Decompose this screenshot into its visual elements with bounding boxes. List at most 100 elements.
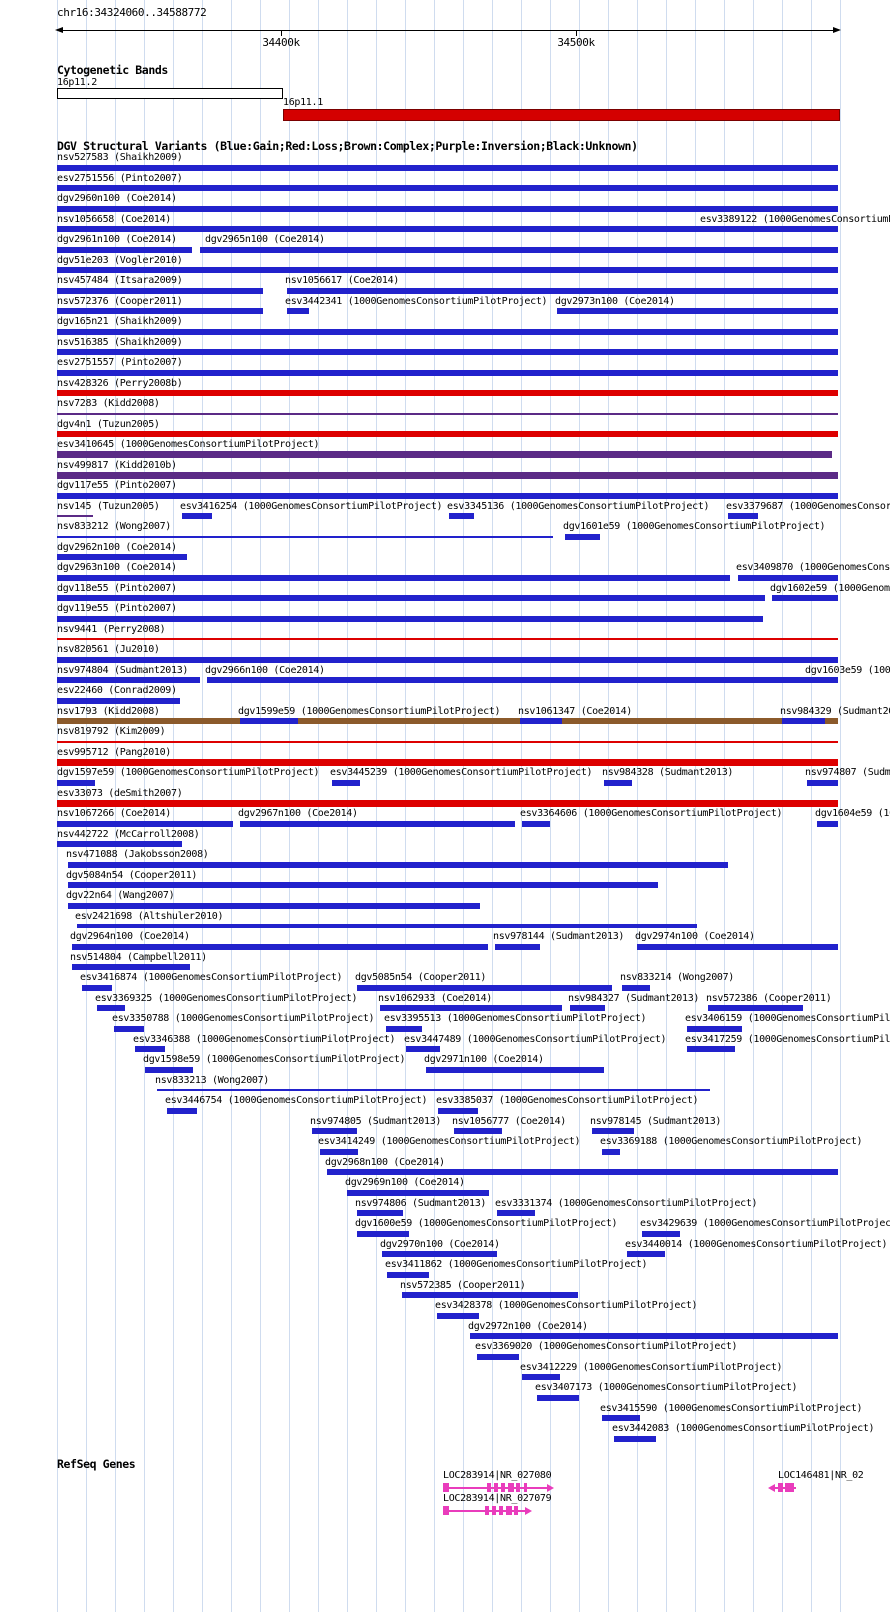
variant-label[interactable]: esv3379687 (1000GenomesConsortiumPilotPr… bbox=[726, 500, 890, 512]
variant-bar[interactable] bbox=[386, 1025, 422, 1032]
variant-bar[interactable] bbox=[312, 1128, 357, 1134]
variant-label[interactable]: nsv974807 (Sudmant2013) bbox=[805, 767, 890, 778]
variant-label[interactable]: esv3409870 (1000GenomesConsortiumPilotPr… bbox=[736, 562, 890, 573]
variant-label[interactable]: nsv819792 (Kim2009) bbox=[57, 726, 166, 737]
variant-bar[interactable] bbox=[454, 1128, 502, 1134]
variant-bar[interactable] bbox=[522, 820, 550, 827]
gene-label[interactable]: LOC283914|NR_027079 bbox=[443, 1493, 552, 1504]
variant-label[interactable]: esv3369020 (1000GenomesConsortiumPilotPr… bbox=[475, 1341, 738, 1352]
variant-bar[interactable] bbox=[57, 267, 838, 273]
variant-label[interactable]: esv3407173 (1000GenomesConsortiumPilotPr… bbox=[535, 1382, 798, 1393]
variant-label[interactable]: dgv1604e59 (1000GenomesConsortiumPilotPr… bbox=[815, 808, 890, 819]
variant-bar[interactable] bbox=[477, 1353, 519, 1360]
variant-label[interactable]: esv22460 (Conrad2009) bbox=[57, 685, 177, 696]
variant-bar[interactable] bbox=[570, 1005, 605, 1011]
variant-bar[interactable] bbox=[357, 1210, 403, 1216]
variant-bar[interactable] bbox=[72, 943, 488, 950]
gene-label[interactable]: LOC283914|NR_027080 bbox=[443, 1470, 552, 1481]
variant-bar[interactable] bbox=[68, 902, 480, 909]
variant-bar[interactable] bbox=[57, 185, 838, 191]
variant-label[interactable]: dgv2961n100 (Coe2014) bbox=[57, 234, 177, 245]
variant-label[interactable]: esv3406159 (1000GenomesConsortiumPilotPr… bbox=[685, 1013, 890, 1024]
variant-label[interactable]: esv3417259 (1000GenomesConsortiumPilotPr… bbox=[685, 1033, 890, 1045]
variant-label[interactable]: nsv572376 (Cooper2011) bbox=[57, 295, 183, 307]
variant-bar[interactable] bbox=[320, 1148, 358, 1155]
variant-label[interactable]: esv3440014 (1000GenomesConsortiumPilotPr… bbox=[625, 1238, 888, 1250]
variant-bar[interactable] bbox=[426, 1066, 604, 1073]
variant-label[interactable]: dgv1597e59 (1000GenomesConsortiumPilotPr… bbox=[57, 767, 320, 778]
variant-bar[interactable] bbox=[207, 677, 838, 683]
variant-label[interactable]: nsv428326 (Perry2008b) bbox=[57, 377, 183, 389]
variant-label[interactable]: nsv471088 (Jakobsson2008) bbox=[66, 849, 209, 860]
variant-label[interactable]: dgv2969n100 (Coe2014) bbox=[345, 1177, 465, 1188]
variant-label[interactable]: dgv165n21 (Shaikh2009) bbox=[57, 316, 183, 327]
variant-bar[interactable] bbox=[57, 841, 182, 847]
variant-label[interactable]: esv3389122 (1000GenomesConsortiumPilotPr… bbox=[700, 213, 890, 225]
variant-label[interactable]: esv3414249 (1000GenomesConsortiumPilotPr… bbox=[318, 1136, 581, 1147]
variant-bar[interactable] bbox=[817, 820, 838, 827]
variant-label[interactable]: dgv2974n100 (Coe2014) bbox=[635, 931, 755, 942]
variant-bar[interactable] bbox=[57, 574, 730, 581]
variant-bar[interactable] bbox=[68, 882, 658, 888]
variant-label[interactable]: dgv1600e59 (1000GenomesConsortiumPilotPr… bbox=[355, 1218, 618, 1229]
variant-label[interactable]: nsv974806 (Sudmant2013) bbox=[355, 1197, 487, 1209]
variant-bar[interactable] bbox=[287, 308, 309, 314]
variant-bar[interactable] bbox=[82, 984, 112, 991]
variant-bar[interactable] bbox=[57, 535, 553, 538]
variant-label[interactable]: dgv1601e59 (1000GenomesConsortiumPilotPr… bbox=[563, 521, 826, 532]
gene-glyph[interactable] bbox=[768, 1482, 796, 1494]
variant-label[interactable]: esv3442341 (1000GenomesConsortiumPilotPr… bbox=[285, 295, 548, 307]
variant-label[interactable]: esv3445239 (1000GenomesConsortiumPilotPr… bbox=[330, 767, 593, 778]
variant-label[interactable]: dgv2968n100 (Coe2014) bbox=[325, 1156, 445, 1168]
variant-label[interactable]: dgv2960n100 (Coe2014) bbox=[57, 193, 177, 204]
variant-bar[interactable] bbox=[402, 1292, 578, 1298]
variant-label[interactable]: nsv9441 (Perry2008) bbox=[57, 623, 166, 635]
variant-label[interactable]: nsv820561 (Ju2010) bbox=[57, 644, 160, 655]
variant-bar[interactable] bbox=[380, 1005, 562, 1011]
variant-label[interactable]: esv2421698 (Altshuler2010) bbox=[75, 910, 224, 922]
variant-bar[interactable] bbox=[327, 1169, 838, 1175]
variant-bar[interactable] bbox=[557, 308, 838, 314]
variant-bar[interactable] bbox=[97, 1005, 125, 1011]
variant-label[interactable]: nsv984328 (Sudmant2013) bbox=[602, 767, 734, 778]
variant-bar[interactable] bbox=[728, 513, 758, 519]
variant-label[interactable]: esv3364606 (1000GenomesConsortiumPilotPr… bbox=[520, 808, 783, 819]
gene-glyph[interactable] bbox=[443, 1505, 533, 1517]
variant-bar[interactable] bbox=[565, 533, 600, 540]
variant-bar[interactable] bbox=[57, 328, 838, 335]
gene-glyph[interactable] bbox=[443, 1482, 555, 1494]
variant-bar[interactable] bbox=[522, 1374, 560, 1380]
variant-bar[interactable] bbox=[57, 799, 838, 807]
variant-bar[interactable] bbox=[57, 412, 838, 415]
variant-bar[interactable] bbox=[807, 779, 838, 786]
variant-label[interactable]: esv3415590 (1000GenomesConsortiumPilotPr… bbox=[600, 1402, 863, 1414]
variant-bar[interactable] bbox=[406, 1046, 440, 1052]
variant-label[interactable]: dgv22n64 (Wang2007) bbox=[66, 890, 175, 901]
variant-label[interactable]: dgv2972n100 (Coe2014) bbox=[468, 1320, 588, 1332]
variant-label[interactable]: nsv833212 (Wong2007) bbox=[57, 521, 172, 532]
variant-bar[interactable] bbox=[68, 861, 728, 868]
variant-bar[interactable] bbox=[520, 718, 562, 724]
variant-bar[interactable] bbox=[687, 1025, 742, 1032]
variant-bar[interactable] bbox=[807, 677, 838, 683]
variant-label[interactable]: nsv145 (Tuzun2005) bbox=[57, 500, 160, 512]
variant-bar[interactable] bbox=[347, 1189, 489, 1196]
variant-bar[interactable] bbox=[642, 1230, 680, 1237]
variant-bar[interactable] bbox=[437, 1312, 479, 1319]
variant-label[interactable]: dgv5084n54 (Cooper2011) bbox=[66, 869, 198, 881]
variant-bar[interactable] bbox=[470, 1333, 838, 1339]
variant-label[interactable]: esv3416874 (1000GenomesConsortiumPilotPr… bbox=[80, 972, 343, 983]
variant-bar[interactable] bbox=[708, 1005, 803, 1011]
variant-bar[interactable] bbox=[57, 349, 838, 355]
variant-label[interactable]: esv3345136 (1000GenomesConsortiumPilotPr… bbox=[447, 500, 710, 512]
variant-bar[interactable] bbox=[167, 1107, 197, 1114]
variant-bar[interactable] bbox=[72, 964, 190, 970]
variant-bar[interactable] bbox=[702, 226, 718, 232]
variant-label[interactable]: nsv974805 (Sudmant2013) bbox=[310, 1115, 442, 1127]
variant-label[interactable]: dgv2970n100 (Coe2014) bbox=[380, 1238, 500, 1250]
variant-label[interactable]: esv3369188 (1000GenomesConsortiumPilotPr… bbox=[600, 1136, 863, 1147]
variant-bar[interactable] bbox=[57, 758, 838, 766]
variant-label[interactable]: esv3346388 (1000GenomesConsortiumPilotPr… bbox=[133, 1033, 396, 1045]
variant-bar[interactable] bbox=[157, 1089, 710, 1091]
variant-bar[interactable] bbox=[602, 1415, 640, 1421]
